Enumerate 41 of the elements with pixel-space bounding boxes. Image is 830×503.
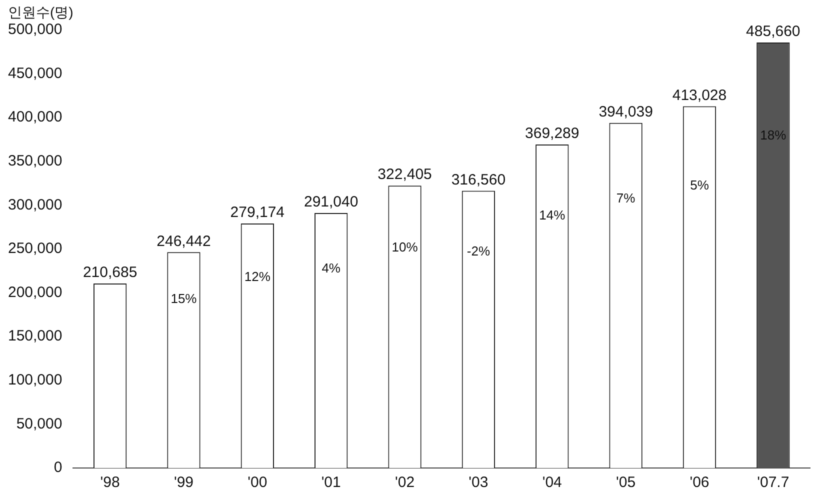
- data-label: 291,040: [304, 194, 358, 211]
- data-label: 413,028: [672, 86, 727, 104]
- y-tick-label: 0: [54, 459, 62, 476]
- y-axis-title: 인원수(명): [8, 4, 74, 20]
- annotation: 10%: [392, 239, 418, 254]
- y-tick-label: 200,000: [8, 284, 62, 301]
- annotation: 12%: [244, 268, 271, 284]
- annotation: 18%: [760, 128, 787, 143]
- y-tick-label: 50,000: [16, 415, 62, 432]
- x-tick-label: '05: [616, 474, 636, 492]
- y-tick-label: 100,000: [8, 372, 62, 389]
- data-label: 316,560: [451, 171, 506, 188]
- x-tick-label: '99: [174, 474, 194, 492]
- x-tick-label: '00: [248, 474, 268, 492]
- data-label: 210,685: [82, 264, 138, 282]
- data-label: 485,660: [746, 23, 800, 40]
- annotation: -2%: [466, 243, 490, 258]
- data-label: 394,039: [598, 103, 653, 120]
- y-tick-label: 150,000: [8, 328, 62, 345]
- data-label: 246,442: [156, 232, 211, 250]
- data-label: 279,174: [230, 204, 285, 222]
- x-tick-label: '04: [542, 474, 562, 492]
- data-label: 369,289: [525, 125, 580, 142]
- annotation: 14%: [539, 207, 566, 222]
- y-tick-label: 450,000: [8, 64, 62, 82]
- annotation: 7%: [616, 190, 636, 206]
- data-label: 322,405: [378, 166, 432, 184]
- y-tick-label: 400,000: [8, 108, 62, 126]
- y-tick-label: 500,000: [8, 21, 62, 38]
- x-tick-label: '98: [100, 474, 120, 492]
- y-tick-label: 300,000: [8, 196, 62, 214]
- y-tick-label: 350,000: [8, 152, 62, 170]
- annotation: 5%: [690, 177, 710, 192]
- x-tick-label: '07.7: [757, 474, 790, 492]
- annotation: 15%: [170, 291, 198, 306]
- x-tick-label: '02: [394, 474, 415, 492]
- x-tick-label: '03: [468, 474, 488, 492]
- x-tick-label: '01: [321, 474, 341, 492]
- annotation: 4%: [322, 260, 341, 276]
- x-tick-label: '06: [690, 474, 710, 492]
- y-tick-label: 250,000: [8, 240, 62, 258]
